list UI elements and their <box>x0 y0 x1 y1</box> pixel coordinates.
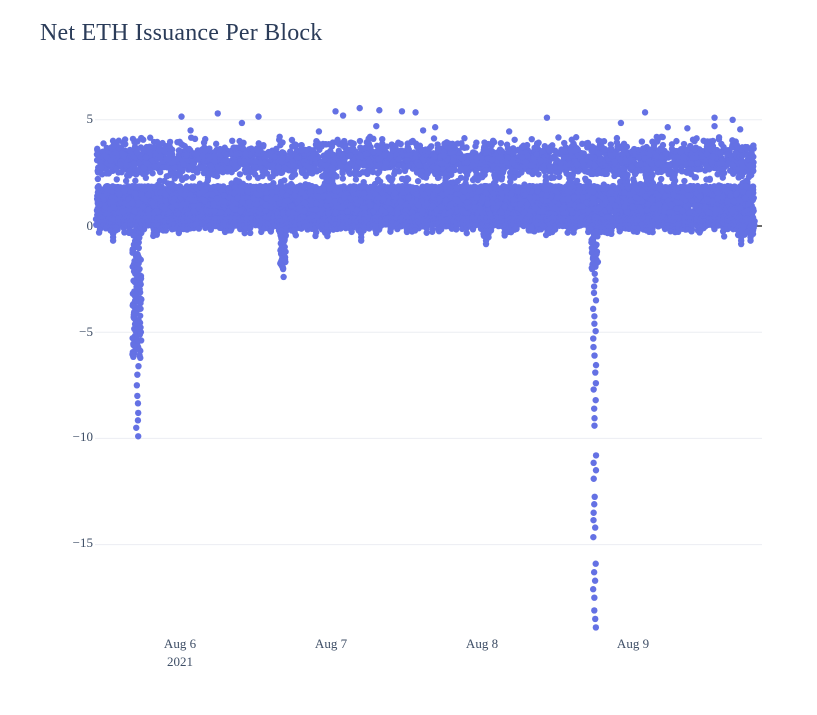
x-tick-label-aug6: Aug 6 <box>163 636 197 651</box>
y-tick-label-neg10: −10 <box>72 429 93 444</box>
y-tick-label-5: 5 <box>86 111 94 126</box>
x-tick-label-aug7: Aug 7 <box>314 636 348 651</box>
x-tick-year-label: 2021 <box>167 654 193 669</box>
y-tick-label-0: 0 <box>86 218 94 233</box>
y-tick-label-neg5: −5 <box>79 324 93 339</box>
y-tick-label-neg15: −15 <box>72 535 93 550</box>
x-tick-label-aug9: Aug 9 <box>616 636 650 651</box>
x-tick-label-aug8: Aug 8 <box>465 636 499 651</box>
